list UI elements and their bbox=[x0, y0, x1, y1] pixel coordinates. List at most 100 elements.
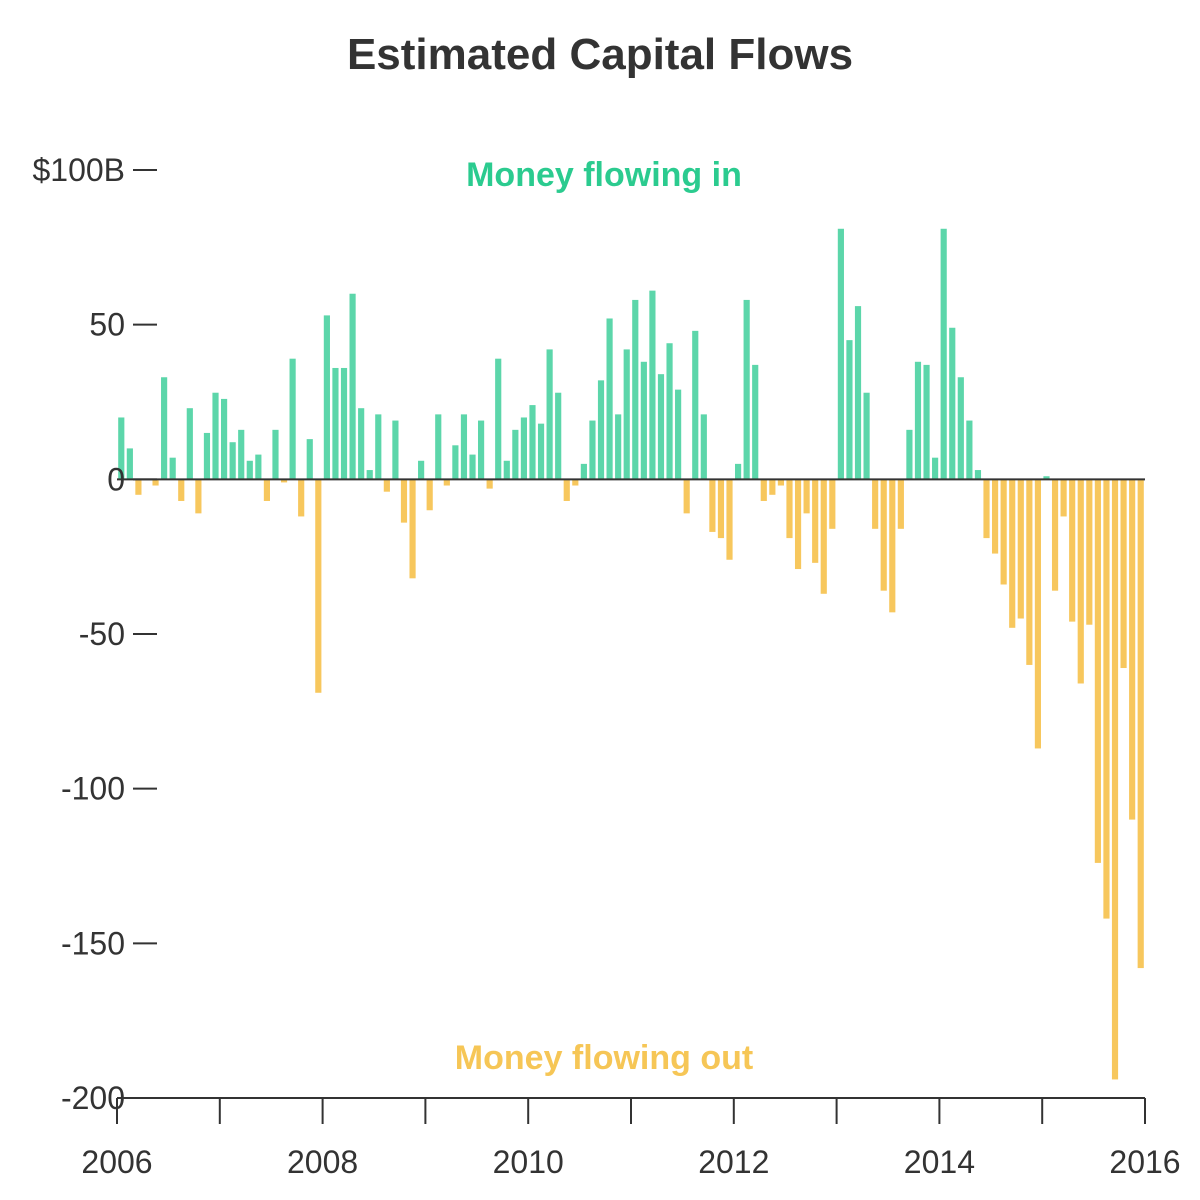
x-tick-label: 2016 bbox=[1109, 1144, 1180, 1180]
x-tick-label: 2014 bbox=[904, 1144, 975, 1180]
outflow-bar bbox=[812, 479, 819, 563]
outflow-bar bbox=[769, 479, 776, 495]
inflow-bar bbox=[580, 463, 587, 480]
inflow-bar bbox=[503, 460, 510, 480]
inflow-bar bbox=[203, 432, 211, 480]
inflow-bar bbox=[272, 429, 279, 480]
inflow-bar bbox=[537, 423, 545, 480]
inflow-bar bbox=[692, 330, 699, 480]
inflow-bar bbox=[700, 414, 707, 480]
inflow-bar bbox=[846, 340, 853, 480]
inflow-bar bbox=[623, 349, 630, 480]
outflow-bar bbox=[1111, 479, 1119, 1080]
inflow-bar bbox=[735, 463, 742, 480]
outflow-bar bbox=[1103, 479, 1110, 919]
x-tick-label: 2008 bbox=[287, 1144, 358, 1180]
x-tick-label: 2006 bbox=[81, 1144, 152, 1180]
outflow-bar bbox=[760, 479, 767, 501]
outflow-bar bbox=[280, 479, 288, 483]
outflow-bar bbox=[1094, 479, 1101, 863]
outflow-bar bbox=[486, 479, 493, 489]
outflow-bar bbox=[889, 479, 896, 613]
outflow-bar bbox=[794, 479, 802, 570]
inflow-bar bbox=[126, 448, 133, 480]
inflow-bar bbox=[366, 470, 373, 480]
outflow-bar bbox=[1129, 479, 1136, 820]
outflow-bar bbox=[400, 479, 408, 523]
outflow-bar bbox=[1069, 479, 1076, 622]
inflow-bar bbox=[752, 364, 759, 480]
inflow-bar bbox=[212, 392, 219, 480]
inflow-bar bbox=[435, 414, 442, 480]
outflow-bar bbox=[135, 479, 142, 495]
outflow-bar bbox=[1137, 479, 1144, 969]
inflow-bar bbox=[597, 380, 605, 480]
outflow-bar bbox=[178, 479, 185, 501]
outflow-bar bbox=[572, 479, 579, 486]
inflow-bar bbox=[640, 361, 647, 480]
inflow-bar bbox=[949, 327, 956, 480]
x-tick-label: 2010 bbox=[493, 1144, 564, 1180]
inflow-bar bbox=[306, 439, 313, 480]
inflow-bar bbox=[589, 420, 596, 480]
inflow-bar bbox=[657, 374, 665, 480]
inflow-bar bbox=[940, 228, 947, 480]
inflow-bar bbox=[289, 358, 296, 480]
outflow-bar bbox=[1034, 479, 1041, 749]
inflow-bar bbox=[118, 417, 125, 480]
bars-group bbox=[118, 228, 1144, 1080]
chart-title: Estimated Capital Flows bbox=[346, 30, 854, 79]
inflow-bar bbox=[923, 364, 930, 480]
inflow-bar bbox=[246, 460, 253, 480]
inflow-bar bbox=[632, 299, 639, 480]
inflow-bar bbox=[546, 349, 553, 480]
y-tick-label: -150 bbox=[61, 925, 125, 961]
inflow-bar bbox=[169, 457, 176, 480]
outflow-bar bbox=[880, 479, 887, 591]
outflow-annotation: Money flowing out bbox=[455, 1039, 753, 1077]
outflow-bar bbox=[443, 479, 450, 486]
annotations-group: Money flowing in Money flowing out bbox=[455, 156, 753, 1077]
inflow-bar bbox=[966, 420, 973, 480]
outflow-bar bbox=[777, 479, 784, 486]
inflow-bar bbox=[520, 417, 527, 480]
inflow-bar bbox=[469, 454, 476, 480]
y-tick-label: -100 bbox=[61, 771, 125, 807]
inflow-bar bbox=[460, 414, 468, 480]
inflow-annotation: Money flowing in bbox=[466, 156, 742, 194]
outflow-bar bbox=[563, 479, 570, 501]
outflow-bar bbox=[1009, 479, 1016, 628]
outflow-bar bbox=[383, 479, 390, 492]
outflow-bar bbox=[726, 479, 733, 560]
inflow-bar bbox=[1043, 476, 1050, 480]
outflow-bar bbox=[1026, 479, 1033, 665]
outflow-bar bbox=[152, 479, 159, 486]
inflow-bar bbox=[837, 228, 844, 480]
outflow-bar bbox=[709, 479, 716, 532]
inflow-bar bbox=[375, 414, 382, 480]
axes-group: $100B 50 0 -50 -100 -150 -200 2006 2008 2010 2012 2… bbox=[32, 152, 1180, 1180]
outflow-bar bbox=[1077, 479, 1084, 684]
outflow-bar bbox=[315, 479, 322, 693]
inflow-bar bbox=[452, 445, 459, 480]
y-tick-label: -200 bbox=[61, 1080, 125, 1116]
y-tick-label: $100B bbox=[32, 152, 125, 188]
y-tick-label: 0 bbox=[107, 461, 125, 497]
outflow-bar bbox=[829, 479, 836, 529]
inflow-bar bbox=[743, 299, 750, 480]
inflow-bar bbox=[332, 367, 339, 480]
outflow-bar bbox=[1086, 479, 1093, 625]
outflow-bar bbox=[298, 479, 305, 517]
inflow-bar bbox=[649, 290, 656, 480]
outflow-bar bbox=[426, 479, 433, 511]
inflow-bar bbox=[957, 377, 964, 480]
outflow-bar bbox=[1000, 479, 1007, 585]
outflow-bar bbox=[786, 479, 793, 539]
inflow-bar bbox=[675, 389, 682, 480]
inflow-bar bbox=[529, 405, 536, 480]
inflow-bar bbox=[392, 420, 399, 480]
inflow-bar bbox=[854, 306, 862, 480]
inflow-bar bbox=[932, 457, 939, 480]
inflow-bar bbox=[555, 392, 562, 480]
